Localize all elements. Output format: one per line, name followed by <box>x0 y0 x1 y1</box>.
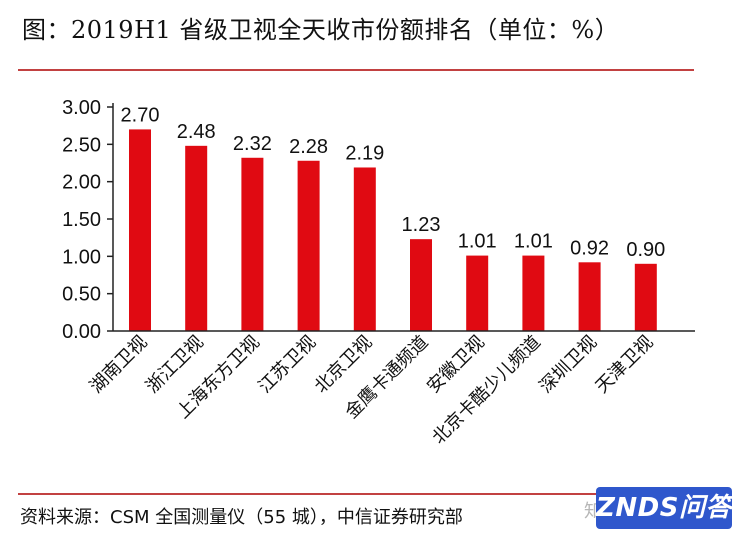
y-tick-label: 1.00 <box>62 246 101 268</box>
category-label: 北京卡酷少儿频道 <box>428 332 545 449</box>
value-label: 2.19 <box>345 142 384 164</box>
title-divider <box>18 69 694 71</box>
value-label: 2.48 <box>177 121 216 143</box>
value-label: 0.90 <box>626 239 665 261</box>
bar-2 <box>185 145 208 331</box>
bar-4 <box>297 160 320 331</box>
watermark-logo: ZNDS问答 <box>596 487 732 529</box>
bars <box>129 129 657 331</box>
chart-title: 图：2019H1 省级卫视全天收市份额排名（单位：%） <box>22 16 620 44</box>
y-tick-label: 2.50 <box>62 134 101 156</box>
y-tick-label: 3.00 <box>62 97 101 119</box>
x-axis: 湖南卫视浙江卫视上海东方卫视江苏卫视北京卫视金鹰卡通频道安徽卫视北京卡酷少儿频道… <box>86 330 695 449</box>
y-tick-label: 2.00 <box>62 172 101 194</box>
bar-7 <box>466 255 489 331</box>
bar-chart: 0.00 0.50 1.00 1.50 2.00 2.50 3.00 2.70 2.48 2.3… <box>62 97 695 449</box>
value-label: 2.32 <box>233 133 272 155</box>
bar-6 <box>410 239 432 331</box>
bar-10 <box>634 263 657 331</box>
value-label: 2.28 <box>289 136 328 158</box>
value-label: 2.70 <box>121 104 160 126</box>
category-label: 天津卫视 <box>592 332 658 398</box>
y-tick-label: 0.00 <box>62 321 101 343</box>
value-label: 1.23 <box>402 214 441 236</box>
value-label: 1.01 <box>514 231 553 253</box>
y-tick-label: 1.50 <box>62 209 101 231</box>
y-tick-label: 0.50 <box>62 284 101 306</box>
bar-3 <box>241 157 264 331</box>
bar-9 <box>578 262 601 331</box>
category-label: 江苏卫视 <box>254 332 320 398</box>
footer-divider <box>18 493 694 495</box>
category-label: 深圳卫视 <box>535 332 601 398</box>
source-note: 资料来源：CSM 全国测量仪（55 城），中信证券研究部 <box>20 507 463 528</box>
bar-5 <box>353 167 376 331</box>
value-label: 1.01 <box>458 231 497 253</box>
bar-1 <box>129 129 151 331</box>
value-label: 0.92 <box>570 237 609 259</box>
bar-8 <box>522 255 545 331</box>
y-axis: 0.00 0.50 1.00 1.50 2.00 2.50 3.00 <box>62 97 114 343</box>
value-labels: 2.70 2.48 2.32 2.28 2.19 1.23 1.01 1.01 0.92 0.90 <box>121 104 666 260</box>
